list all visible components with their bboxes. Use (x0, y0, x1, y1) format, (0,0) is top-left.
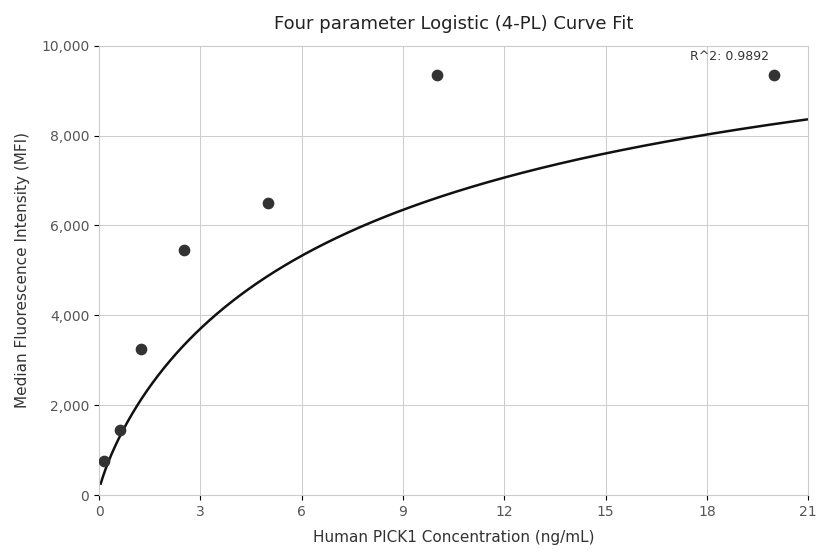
Point (430, 71, 443, 80)
Text: R^2: 0.9892: R^2: 0.9892 (690, 50, 769, 63)
Point (97, 457, 111, 466)
Point (768, 71, 781, 80)
Point (177, 246, 191, 255)
Y-axis label: Median Fluorescence Intensity (MFI): Median Fluorescence Intensity (MFI) (15, 132, 30, 408)
Point (135, 344, 148, 353)
Point (113, 426, 126, 435)
Point (261, 198, 275, 207)
X-axis label: Human PICK1 Concentration (ng/mL): Human PICK1 Concentration (ng/mL) (313, 530, 594, 545)
Title: Four parameter Logistic (4-PL) Curve Fit: Four parameter Logistic (4-PL) Curve Fit (274, 15, 633, 33)
